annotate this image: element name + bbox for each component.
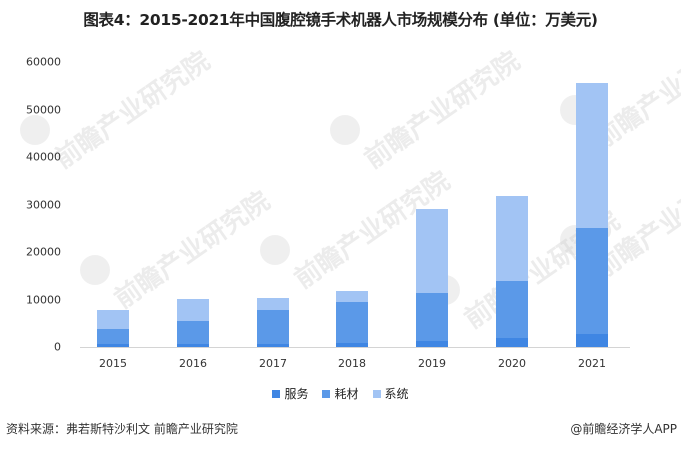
- bar-segment-consumables: [336, 302, 368, 343]
- bar-segment-consumables: [496, 280, 528, 338]
- chart-title: 图表4：2015-2021年中国腹腔镜手术机器人市场规模分布 (单位：万美元): [83, 11, 598, 29]
- bar-segment-service: [576, 333, 608, 347]
- watermark-logo-icon: [80, 255, 110, 285]
- watermark-logo-icon: [20, 115, 50, 145]
- watermark-logo-icon: [330, 115, 360, 145]
- bar-segment-system: [336, 290, 368, 303]
- legend-swatch-icon: [322, 389, 331, 398]
- x-tick-label: 2020: [498, 357, 526, 370]
- bar-segment-consumables: [416, 292, 448, 341]
- bar-2017: [257, 298, 289, 347]
- bar-2015: [97, 309, 129, 347]
- legend-item-consumables: 耗材: [322, 385, 359, 402]
- y-tick-label: 60000: [26, 55, 61, 69]
- stacked-bar-chart: 前瞻产业研究院 前瞻产业研究院 前瞻产业研究院 前瞻产业研究院 前瞻产业研究院 前瞻产业研…: [20, 26, 681, 370]
- bar-2018: [336, 290, 368, 347]
- brand-label: @前瞻经济学人APP: [570, 422, 677, 436]
- bar-segment-consumables: [576, 227, 608, 334]
- bar-segment-system: [576, 82, 608, 228]
- y-tick-label: 0: [54, 340, 61, 354]
- watermark-text: 前瞻产业研究院: [49, 46, 216, 176]
- x-tick-label: 2021: [578, 357, 606, 370]
- x-tick-label: 2017: [259, 357, 287, 370]
- x-tick-label: 2015: [99, 357, 127, 370]
- bar-2016: [177, 299, 209, 347]
- bar-2021: [576, 82, 608, 347]
- y-tick-label: 10000: [26, 293, 61, 306]
- legend-label: 系统: [384, 387, 409, 401]
- bar-segment-system: [97, 309, 129, 329]
- legend-swatch-icon: [272, 389, 281, 398]
- bar-segment-system: [416, 209, 448, 293]
- bar-segment-service: [416, 340, 448, 347]
- x-tick-label: 2018: [338, 357, 366, 370]
- y-tick-label: 30000: [26, 198, 61, 211]
- bar-segment-system: [177, 299, 209, 322]
- bar-segment-consumables: [177, 321, 209, 344]
- bar-2020: [496, 195, 528, 347]
- bar-segment-system: [496, 195, 528, 281]
- x-tick-label: 2016: [179, 357, 207, 370]
- bar-2019: [416, 209, 448, 347]
- x-axis-line: [80, 347, 630, 348]
- y-tick-label: 40000: [26, 150, 61, 164]
- watermark-logo-icon: [260, 235, 290, 265]
- legend: 服务 耗材 系统: [0, 385, 681, 402]
- y-tick-label: 20000: [26, 245, 61, 259]
- bar-segment-service: [496, 337, 528, 347]
- bar-segment-service: [336, 342, 368, 347]
- bar-segment-service: [257, 343, 289, 347]
- legend-item-system: 系统: [372, 385, 409, 402]
- source-note: 资料来源：弗若斯特沙利文 前瞻产业研究院: [6, 422, 238, 436]
- bar-segment-consumables: [257, 309, 289, 344]
- watermark-text: 前瞻产业研究院: [359, 46, 526, 176]
- legend-label: 耗材: [334, 387, 359, 401]
- x-tick-label: 2019: [418, 357, 446, 370]
- y-tick-label: 50000: [26, 103, 61, 116]
- watermark-text: 前瞻产业研究院: [109, 186, 276, 316]
- bar-segment-service: [97, 344, 129, 347]
- legend-item-service: 服务: [272, 385, 308, 402]
- bar-segment-system: [257, 298, 289, 310]
- legend-swatch-icon: [372, 389, 381, 398]
- legend-label: 服务: [284, 387, 309, 401]
- bar-segment-service: [177, 343, 209, 347]
- bar-segment-consumables: [97, 328, 129, 345]
